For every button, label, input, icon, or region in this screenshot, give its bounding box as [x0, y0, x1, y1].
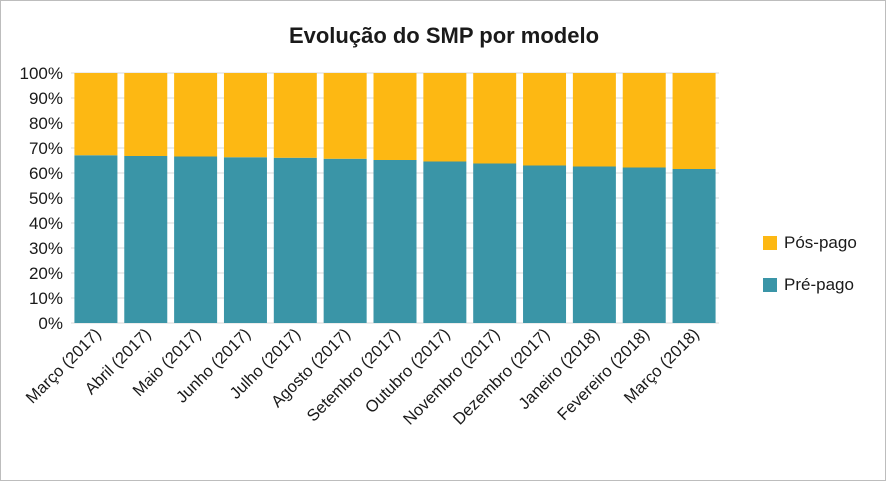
bar-segment-pre-pago — [672, 169, 716, 323]
x-axis-categories: Março (2017)Abril (2017)Maio (2017)Junho… — [23, 325, 703, 429]
legend: Pós-pago Pré-pago — [763, 233, 857, 294]
bar-segment-pos-pago — [423, 73, 467, 162]
bar-segment-pos-pago — [473, 73, 517, 164]
y-tick-label: 100% — [20, 64, 63, 83]
bar-segment-pre-pago — [373, 160, 417, 323]
bar-segment-pos-pago — [373, 73, 417, 160]
y-tick-label: 80% — [29, 114, 63, 133]
y-axis-ticks: 0% 10% 20% 30% 40% 50% 60% 70% 80% 90% 100% — [20, 64, 63, 333]
y-tick-label: 60% — [29, 164, 63, 183]
bar-segment-pre-pago — [174, 156, 218, 323]
bar-segment-pos-pago — [622, 73, 666, 168]
bar-segment-pre-pago — [423, 161, 467, 323]
bar-segment-pre-pago — [74, 155, 118, 323]
legend-label: Pré-pago — [784, 275, 854, 294]
legend-swatch — [763, 278, 777, 292]
bars — [74, 73, 716, 323]
y-tick-label: 30% — [29, 239, 63, 258]
y-tick-label: 10% — [29, 289, 63, 308]
y-tick-label: 20% — [29, 264, 63, 283]
x-category-label: Outubro (2017) — [362, 325, 454, 417]
bar-segment-pre-pago — [273, 157, 317, 323]
bar-segment-pos-pago — [523, 73, 567, 166]
bar-segment-pos-pago — [273, 73, 317, 158]
chart-title: Evolução do SMP por modelo — [289, 23, 599, 48]
y-tick-label: 40% — [29, 214, 63, 233]
bar-segment-pre-pago — [622, 167, 666, 323]
bar-segment-pos-pago — [174, 73, 218, 157]
legend-label: Pós-pago — [784, 233, 857, 252]
bar-segment-pre-pago — [473, 163, 517, 323]
legend-swatch — [763, 236, 777, 250]
bar-segment-pos-pago — [223, 73, 267, 158]
bar-segment-pre-pago — [523, 165, 567, 323]
y-tick-label: 70% — [29, 139, 63, 158]
bar-segment-pre-pago — [223, 157, 267, 323]
bar-segment-pre-pago — [323, 158, 367, 323]
x-category-label: Fevereiro (2018) — [554, 325, 653, 424]
bar-segment-pos-pago — [572, 73, 616, 167]
x-category-label: Setembro (2017) — [304, 325, 404, 425]
bar-segment-pos-pago — [672, 73, 716, 169]
y-tick-label: 0% — [38, 314, 63, 333]
y-tick-label: 50% — [29, 189, 63, 208]
bar-segment-pos-pago — [323, 73, 367, 159]
bar-segment-pos-pago — [74, 73, 118, 156]
bar-segment-pos-pago — [124, 73, 168, 156]
bar-segment-pre-pago — [124, 156, 168, 323]
y-tick-label: 90% — [29, 89, 63, 108]
bar-segment-pre-pago — [572, 166, 616, 323]
